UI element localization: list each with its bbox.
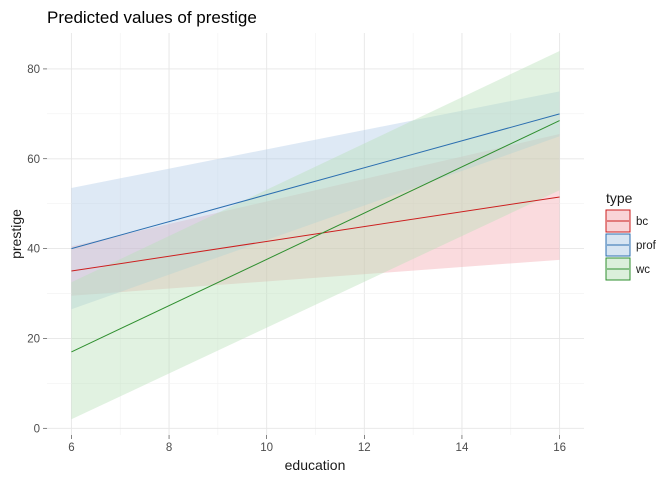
band-bc [71,134,560,296]
y-axis-title: prestige [8,209,24,259]
legend-label-wc: wc [635,264,650,276]
line-wc [71,120,560,353]
y-tick-label: 60 [27,154,40,166]
legend-item-prof: prof [605,233,657,257]
legend-item-bc: bc [605,209,648,233]
legend-item-wc: wc [605,257,650,281]
legend-label-bc: bc [636,216,648,228]
y-tick-label: 20 [27,333,40,345]
x-tick-label: 14 [456,442,469,454]
series-lines [71,113,560,353]
line-bc [71,196,560,272]
plot-grid [47,33,584,435]
x-tick-label: 6 [68,442,74,454]
x-tick-label: 16 [553,442,566,454]
x-tick-label: 12 [358,442,371,454]
chart-title: Predicted values of prestige [47,8,257,27]
confidence-bands [71,50,560,420]
legend-title: type [606,190,633,206]
y-axis-ticks: 0 20 40 60 80 [27,64,47,435]
x-axis-title: education [285,457,346,473]
band-prof [71,91,560,310]
line-prof [71,113,560,250]
legend-label-prof: prof [636,240,657,252]
y-tick-label: 80 [27,64,40,76]
x-tick-label: 10 [260,442,273,454]
y-tick-label: 0 [34,423,40,435]
x-tick-label: 8 [166,442,172,454]
legend: type bc prof wc [605,190,657,281]
legend-items: bc prof wc [605,209,657,281]
x-axis-ticks: 6 8 10 12 14 16 [68,435,566,454]
band-wc [71,50,560,420]
y-tick-label: 40 [27,244,40,256]
